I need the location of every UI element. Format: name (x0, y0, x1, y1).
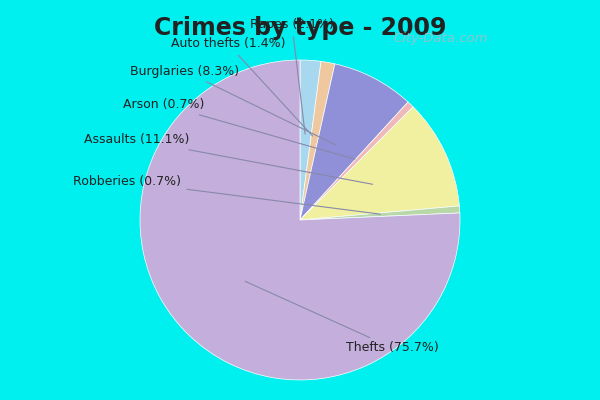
Wedge shape (140, 60, 460, 380)
Wedge shape (300, 61, 335, 220)
Text: Rapes (2.1%): Rapes (2.1%) (250, 18, 334, 134)
Text: Assaults (11.1%): Assaults (11.1%) (84, 134, 373, 184)
Text: City-Data.com: City-Data.com (394, 32, 488, 45)
Text: Thefts (75.7%): Thefts (75.7%) (245, 281, 439, 354)
Wedge shape (300, 60, 321, 220)
Text: Arson (0.7%): Arson (0.7%) (124, 98, 355, 159)
Wedge shape (300, 107, 460, 220)
Wedge shape (300, 206, 460, 220)
Wedge shape (300, 102, 413, 220)
Text: Burglaries (8.3%): Burglaries (8.3%) (130, 65, 336, 145)
Text: Robberies (0.7%): Robberies (0.7%) (73, 175, 380, 214)
Text: Auto thefts (1.4%): Auto thefts (1.4%) (171, 38, 313, 136)
Text: Crimes by type - 2009: Crimes by type - 2009 (154, 16, 446, 40)
Wedge shape (300, 64, 408, 220)
